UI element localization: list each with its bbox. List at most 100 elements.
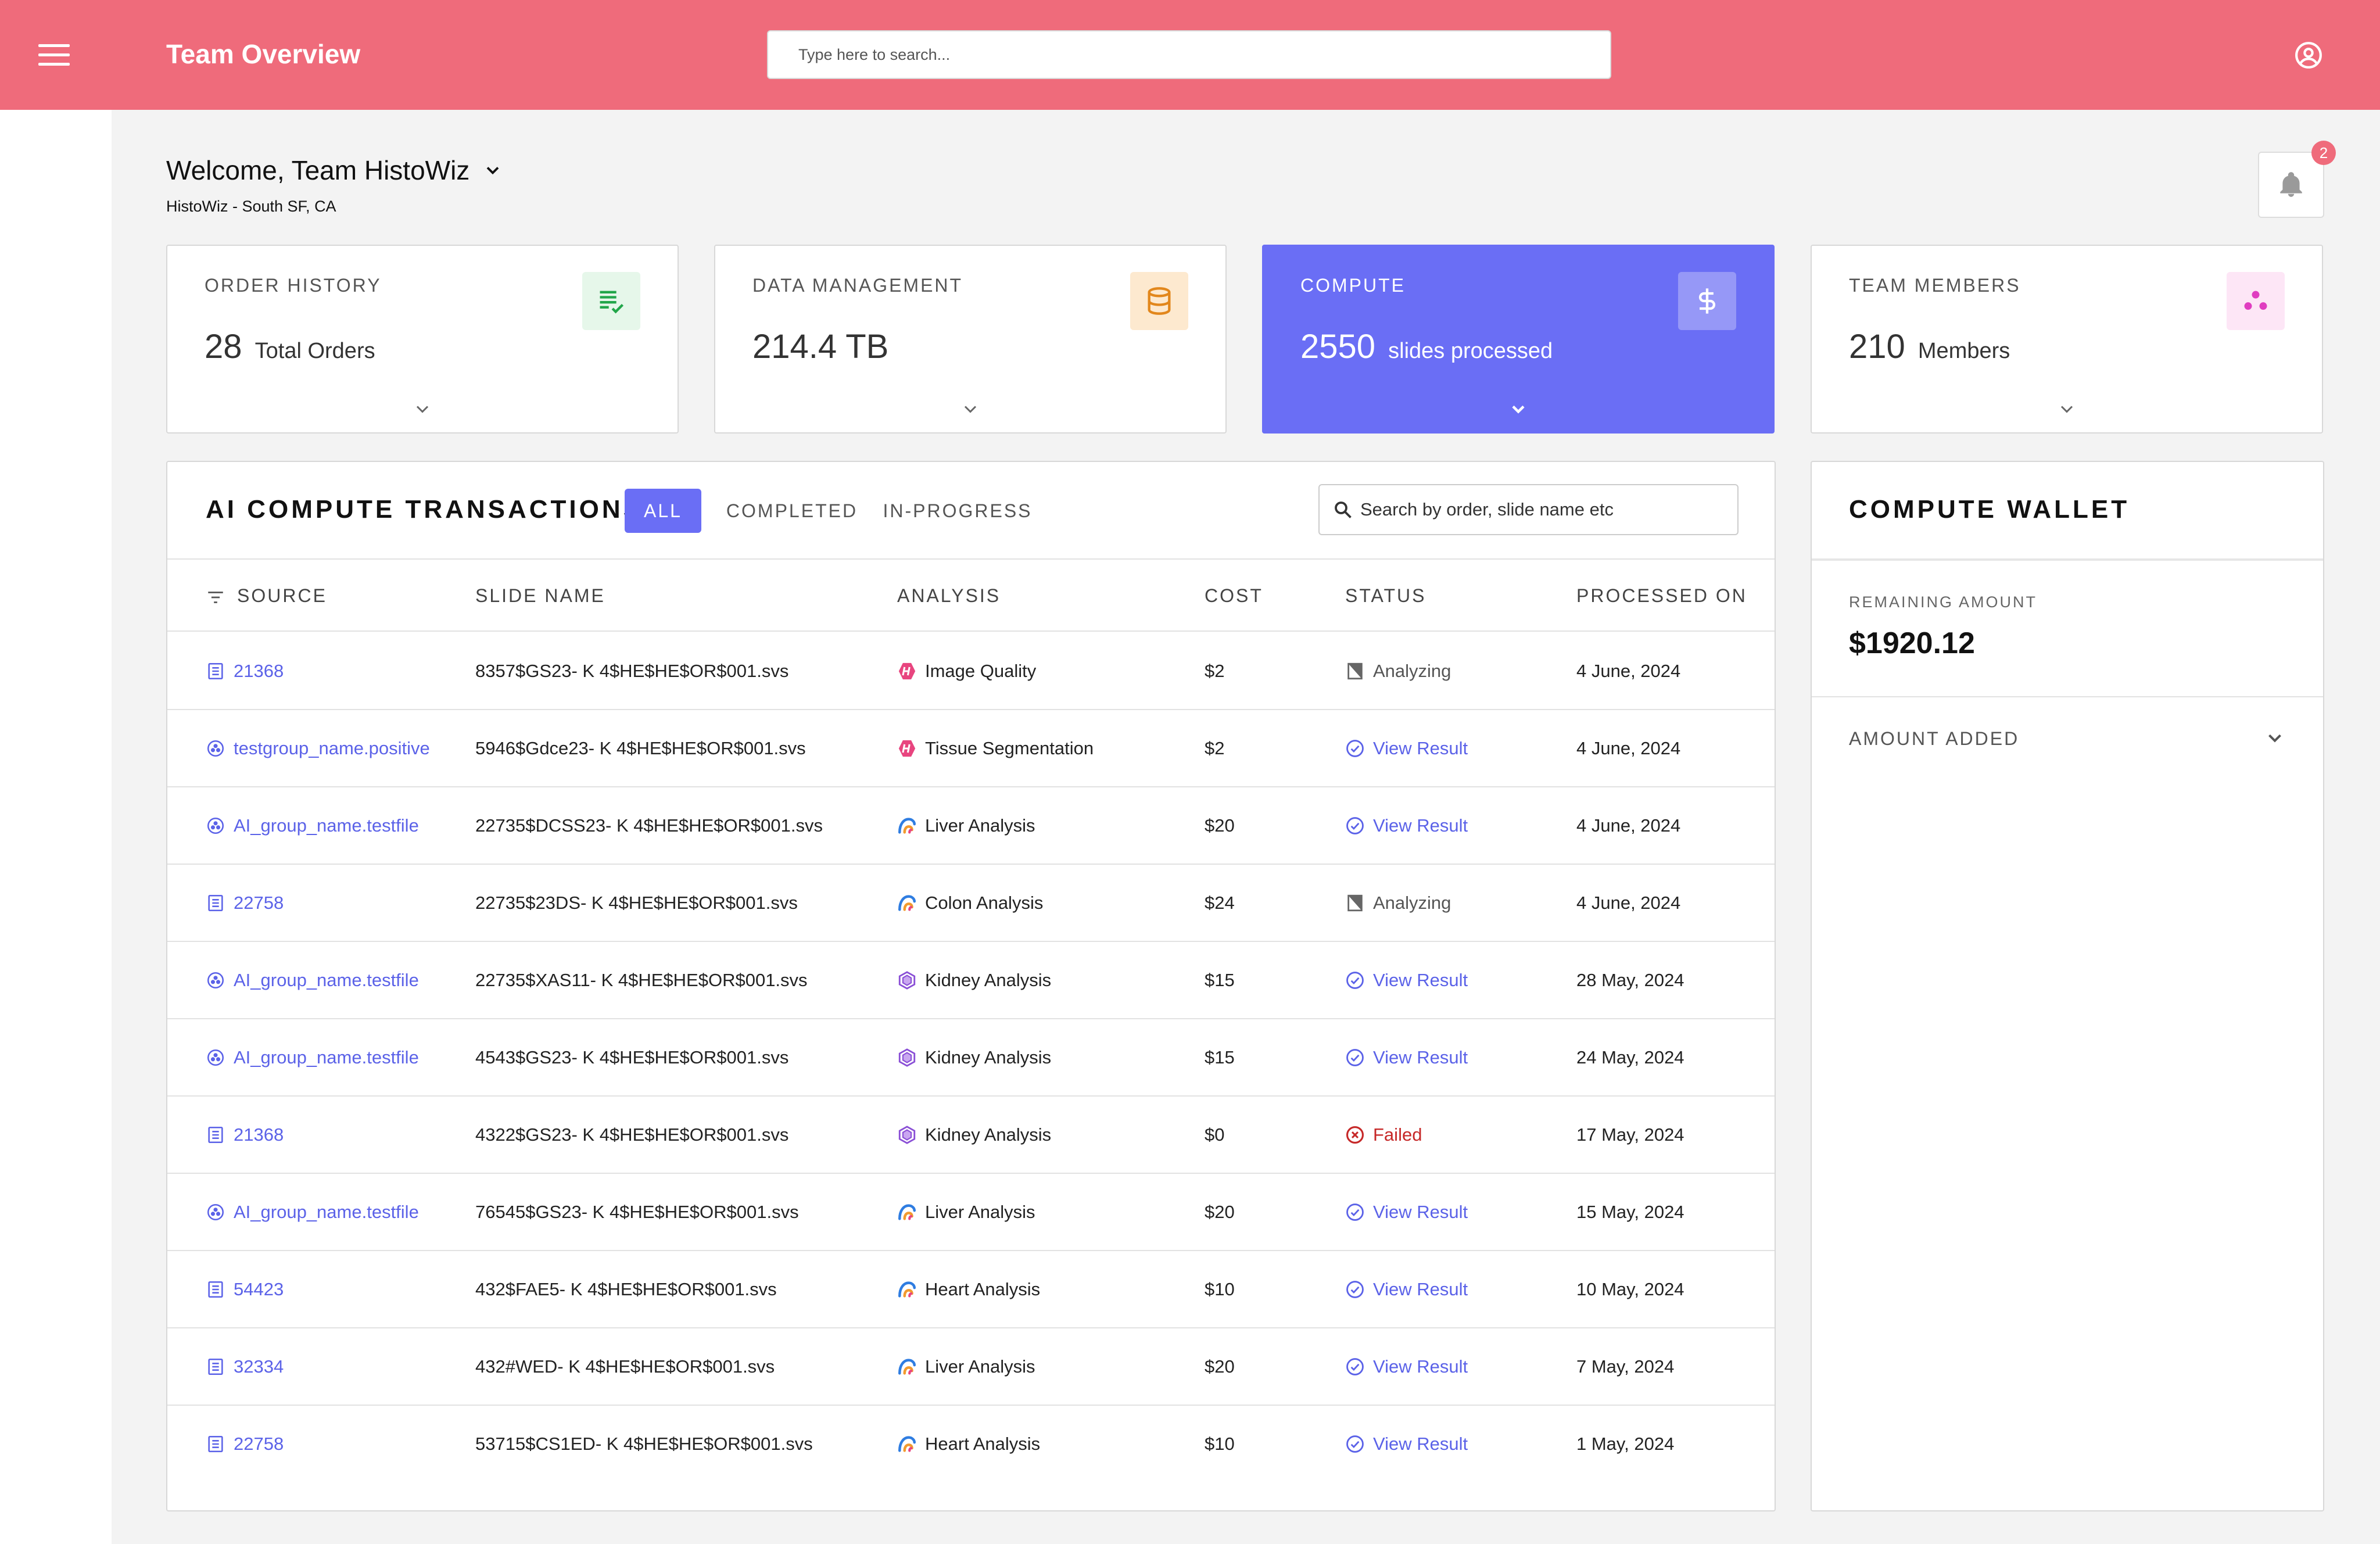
view-result-link[interactable]: View Result (1345, 1174, 1468, 1250)
expand-chevron-icon[interactable] (412, 399, 433, 420)
transactions-search-input[interactable] (1360, 485, 1732, 534)
group-circle-icon (207, 972, 224, 988)
notifications-button[interactable] (2258, 152, 2324, 218)
group-circle-icon (207, 1049, 224, 1066)
swirl-analysis-icon (898, 1358, 916, 1375)
source-link[interactable]: AI_group_name.testfile (206, 1174, 419, 1250)
menu-icon[interactable] (38, 44, 70, 66)
analyzing-hourglass-icon (1347, 662, 1363, 679)
card-title: TEAM MEMBERS (1849, 275, 2021, 296)
table-row[interactable]: AI_group_name.testfile 22735$DCSS23- K 4$… (167, 787, 1775, 865)
table-row[interactable]: AI_group_name.testfile 22735$XAS11- K 4$H… (167, 942, 1775, 1019)
source-link[interactable]: 22758 (206, 1406, 284, 1482)
data-management-card[interactable]: DATA MANAGEMENT 214.4 TB (714, 245, 1227, 434)
column-status[interactable]: STATUS (1345, 585, 1426, 606)
table-row[interactable]: 22758 22735$23DS- K 4$HE$HE$OR$001.svs Col… (167, 865, 1775, 942)
expand-chevron-icon[interactable] (960, 399, 981, 420)
view-result-link[interactable]: View Result (1345, 1328, 1468, 1405)
table-row[interactable]: 32334 432#WED- K 4$HE$HE$OR$001.svs Liver … (167, 1328, 1775, 1406)
source-link[interactable]: testgroup_name.positive (206, 710, 430, 786)
table-row[interactable]: testgroup_name.positive 5946$Gdce23- K 4$… (167, 710, 1775, 787)
hexagon-h-icon (898, 662, 916, 679)
table-row[interactable]: 21368 4322$GS23- K 4$HE$HE$OR$001.svs Kidn… (167, 1097, 1775, 1174)
tab-completed[interactable]: COMPLETED (726, 500, 858, 521)
app-title: Team Overview (166, 39, 361, 69)
source-link[interactable]: AI_group_name.testfile (206, 1019, 419, 1095)
wallet-title: COMPUTE WALLET (1849, 495, 2130, 524)
processed-date: 15 May, 2024 (1576, 1201, 1684, 1222)
team-switcher[interactable]: Welcome, Team HistoWiz (166, 155, 503, 186)
column-analysis[interactable]: ANALYSIS (897, 585, 1001, 606)
card-title: COMPUTE (1300, 275, 1406, 296)
processed-date: 28 May, 2024 (1576, 969, 1684, 990)
table-row[interactable]: AI_group_name.testfile 4543$GS23- K 4$HE$… (167, 1019, 1775, 1097)
tab-in-progress[interactable]: IN-PROGRESS (883, 500, 1033, 521)
search-icon (1335, 501, 1352, 518)
filter-icon[interactable] (206, 587, 225, 607)
remaining-amount-label: REMAINING AMOUNT (1849, 593, 2038, 611)
cost: $0 (1205, 1124, 1225, 1145)
table-row[interactable]: 54423 432$FAE5- K 4$HE$HE$OR$001.svs Heart… (167, 1251, 1775, 1328)
slide-name: 5946$Gdce23- K 4$HE$HE$OR$001.svs (475, 737, 806, 758)
source-link[interactable]: 21368 (206, 1097, 284, 1173)
order-list-icon (208, 1281, 223, 1298)
database-icon (1130, 272, 1188, 330)
processed-date: 1 May, 2024 (1576, 1433, 1675, 1454)
table-row[interactable]: AI_group_name.testfile 76545$GS23- K 4$HE… (167, 1174, 1775, 1251)
view-result-link[interactable]: View Result (1345, 1406, 1468, 1482)
compute-wallet-panel: COMPUTE WALLET REMAINING AMOUNT $1920.12… (1811, 461, 2324, 1511)
order-list-icon (208, 1126, 223, 1143)
order-list-icon (208, 662, 223, 679)
source-link[interactable]: AI_group_name.testfile (206, 942, 419, 1018)
analysis-type: Heart Analysis (897, 1406, 1040, 1482)
compute-card[interactable]: COMPUTE 2550 slides processed (1262, 245, 1775, 434)
group-circle-icon (207, 817, 224, 834)
left-rail (0, 110, 112, 1544)
source-link[interactable]: 32334 (206, 1328, 284, 1405)
source-link[interactable]: AI_group_name.testfile (206, 787, 419, 864)
cost: $2 (1205, 660, 1225, 681)
column-processed-on[interactable]: PROCESSED ON (1576, 585, 1747, 606)
error-circle-icon (1346, 1126, 1364, 1144)
column-slide-name[interactable]: SLIDE NAME (475, 585, 605, 606)
account-circle-icon[interactable] (2294, 41, 2323, 70)
view-result-link[interactable]: View Result (1345, 1019, 1468, 1095)
transactions-search[interactable] (1318, 484, 1739, 535)
order-history-card[interactable]: ORDER HISTORY 28 Total Orders (166, 245, 679, 434)
chevron-down-icon[interactable] (2264, 727, 2286, 749)
card-value: 214.4 TB (752, 328, 889, 366)
analysis-type: Kidney Analysis (897, 1097, 1051, 1173)
source-link[interactable]: 22758 (206, 865, 284, 941)
source-link[interactable]: 21368 (206, 633, 284, 709)
view-result-link[interactable]: View Result (1345, 710, 1468, 786)
team-members-card[interactable]: TEAM MEMBERS 210 Members (1811, 245, 2323, 434)
expand-chevron-icon[interactable] (1508, 399, 1529, 420)
view-result-link[interactable]: View Result (1345, 1251, 1468, 1327)
global-search-input[interactable] (767, 30, 1611, 79)
order-list-icon (208, 894, 223, 911)
source-link[interactable]: 54423 (206, 1251, 284, 1327)
swirl-analysis-icon (898, 817, 916, 834)
column-source[interactable]: SOURCE (237, 585, 327, 606)
slide-name: 22735$DCSS23- K 4$HE$HE$OR$001.svs (475, 815, 823, 836)
swirl-analysis-icon (898, 1203, 916, 1220)
view-result-link[interactable]: View Result (1345, 942, 1468, 1018)
processed-date: 4 June, 2024 (1576, 815, 1681, 836)
team-location: HistoWiz - South SF, CA (166, 198, 336, 215)
column-cost[interactable]: COST (1205, 585, 1263, 606)
amount-added-toggle[interactable]: AMOUNT ADDED (1849, 728, 2020, 749)
slide-name: 4543$GS23- K 4$HE$HE$OR$001.svs (475, 1047, 789, 1067)
processed-date: 4 June, 2024 (1576, 660, 1681, 681)
table-row[interactable]: 22758 53715$CS1ED- K 4$HE$HE$OR$001.svs He… (167, 1406, 1775, 1483)
slide-name: 432$FAE5- K 4$HE$HE$OR$001.svs (475, 1278, 777, 1299)
swirl-analysis-icon (898, 894, 916, 911)
view-result-link[interactable]: View Result (1345, 787, 1468, 864)
analysis-type: Liver Analysis (897, 1174, 1035, 1250)
table-row[interactable]: 21368 8357$GS23- K 4$HE$HE$OR$001.svs Imag… (167, 633, 1775, 710)
group-circle-icon (207, 740, 224, 757)
status-analyzing: Analyzing (1345, 865, 1451, 941)
expand-chevron-icon[interactable] (2056, 399, 2077, 420)
analysis-type: Heart Analysis (897, 1251, 1040, 1327)
tab-all[interactable]: ALL (625, 489, 701, 533)
transactions-panel: AI COMPUTE TRANSACTIONS ALL COMPLETED IN… (166, 461, 1776, 1511)
